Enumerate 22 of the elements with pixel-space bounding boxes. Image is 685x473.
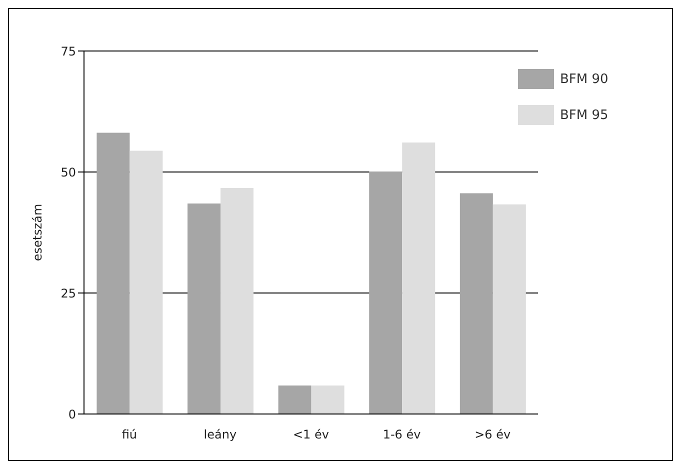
bar <box>188 203 221 414</box>
x-tick-label: >6 év <box>474 428 511 442</box>
x-tick-label: fiú <box>122 428 137 442</box>
y-axis-title: esetszám <box>30 204 44 262</box>
legend-label: BFM 95 <box>560 108 608 122</box>
bar <box>369 172 402 414</box>
bar <box>220 188 254 414</box>
y-tick-label: 0 <box>68 407 76 422</box>
bar <box>96 132 130 414</box>
x-tick-label: 1-6 év <box>382 428 421 442</box>
bar <box>311 385 344 414</box>
legend-label: BFM 90 <box>560 72 608 86</box>
y-tick-label: 75 <box>60 44 76 58</box>
y-tick-label: 25 <box>60 286 76 300</box>
y-tick-label: 50 <box>60 165 76 180</box>
x-tick-label: <1 év <box>293 428 329 442</box>
bar <box>278 385 312 414</box>
x-tick-label: leány <box>204 428 237 442</box>
bar <box>130 150 163 414</box>
bar <box>402 142 436 414</box>
bar <box>492 204 526 414</box>
bar <box>460 193 493 414</box>
